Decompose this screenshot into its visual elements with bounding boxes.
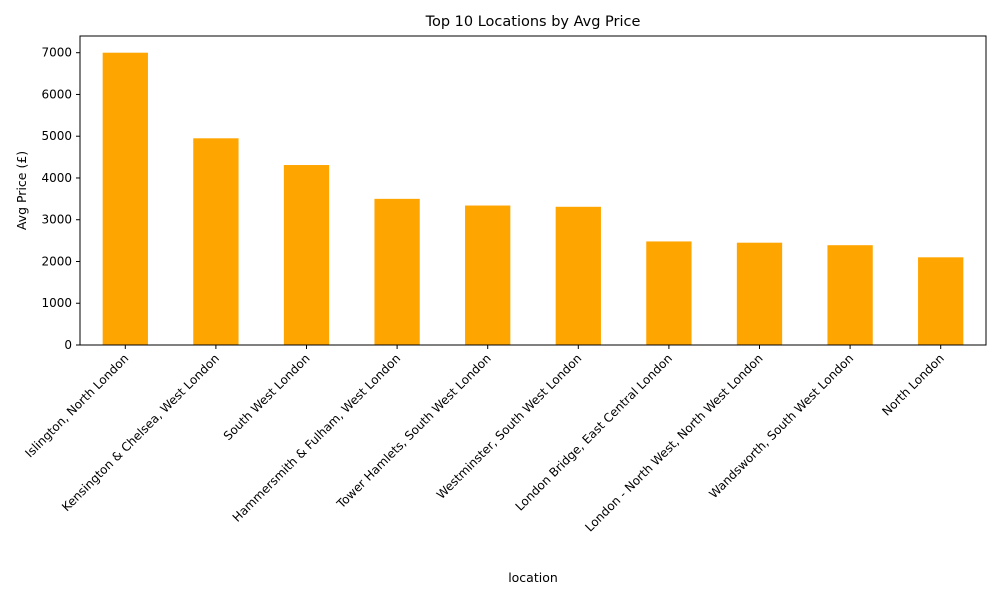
y-tick-label: 1000 [41, 296, 72, 310]
x-axis-label: location [508, 570, 558, 585]
bar-9 [827, 245, 873, 345]
x-tick-label: South West London [221, 351, 313, 443]
y-tick-label: 2000 [41, 254, 72, 268]
bar-3 [283, 165, 330, 345]
x-tick-label: Islington, North London [22, 351, 131, 460]
bar-4 [374, 198, 420, 345]
x-tick-label: Westminster, South West London [434, 351, 585, 502]
y-axis: 0 1000 2000 3000 4000 5000 6000 7000 [41, 46, 80, 352]
y-tick-label: 0 [64, 338, 72, 352]
y-axis-label: Avg Price (£) [14, 151, 29, 230]
y-tick-label: 4000 [41, 171, 72, 185]
x-tick-label: Wandsworth, South West London [706, 351, 856, 501]
bar-1 [102, 52, 148, 346]
y-tick-label: 5000 [41, 129, 72, 143]
y-tick-label: 7000 [41, 46, 72, 60]
y-tick-label: 3000 [41, 213, 72, 227]
bar-5 [465, 205, 511, 345]
y-tick-label: 6000 [41, 87, 72, 101]
bar-7 [646, 241, 692, 345]
x-tick-label: Kensington & Chelsea, West London [59, 351, 222, 514]
x-tick-label: Hammersmith & Fulham, West London [230, 351, 404, 525]
bar-2 [193, 138, 239, 345]
x-tick-label: London Bridge, East Central London [513, 351, 675, 513]
x-tick-label: North London [879, 351, 946, 418]
plot-frame [79, 35, 987, 346]
bar-6 [555, 206, 601, 345]
bars-group [102, 52, 964, 346]
x-tick-label: Tower Hamlets, South West London [333, 351, 493, 511]
bar-10 [918, 257, 964, 345]
chart-title: Top 10 Locations by Avg Price [425, 14, 641, 30]
x-tick-label: London - North West, North West London [582, 351, 765, 534]
bar-8 [736, 242, 783, 345]
